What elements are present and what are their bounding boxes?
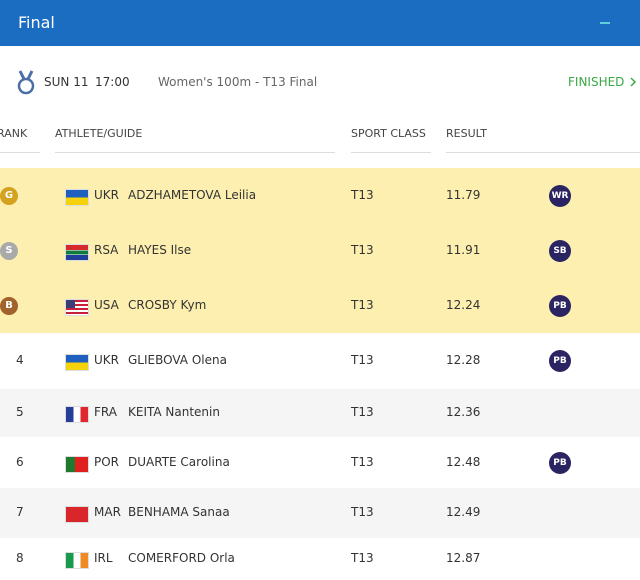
column-header: SPORT CLASS — [351, 127, 426, 140]
medal: G — [0, 186, 18, 205]
result: 12.36 — [446, 405, 481, 419]
rank: 6 — [16, 454, 24, 469]
result: 11.91 — [446, 242, 481, 257]
country: POR — [94, 454, 120, 469]
country: UKR — [94, 353, 119, 367]
country: IRL — [94, 551, 113, 565]
event-date: SUN 11 — [44, 75, 89, 89]
column-header: ATHLETE/GUIDE — [55, 127, 143, 140]
flag — [65, 243, 89, 261]
event-time: 17:00 — [95, 75, 130, 89]
column-underline — [446, 152, 640, 153]
result: 11.79 — [446, 187, 481, 202]
sport-class: T13 — [351, 187, 374, 202]
result: 12.49 — [446, 505, 481, 519]
column-underline — [55, 152, 335, 153]
medal: B — [0, 296, 18, 315]
record-badge: SB — [549, 239, 571, 262]
record-badge: WR — [549, 184, 571, 207]
column-header: RESULT — [446, 127, 487, 140]
sport-class: T13 — [351, 242, 374, 257]
athlete: COMERFORD Orla — [128, 551, 235, 565]
flag — [65, 298, 89, 316]
sport-class: T13 — [351, 551, 374, 565]
chevron[interactable] — [629, 77, 637, 87]
flag — [65, 455, 89, 473]
rank: 5 — [16, 405, 24, 419]
column-underline — [0, 152, 40, 153]
record-badge: PB — [549, 451, 571, 474]
sport-class: T13 — [351, 505, 374, 519]
rank: 7 — [16, 505, 24, 519]
record-badge: PB — [549, 294, 571, 317]
athlete: KEITA Nantenin — [128, 405, 220, 419]
sport-class: T13 — [351, 405, 374, 419]
country: FRA — [94, 405, 117, 419]
result: 12.87 — [446, 551, 481, 565]
event-name: Women's 100m - T13 Final — [158, 75, 318, 89]
country: USA — [94, 297, 119, 312]
column-underline — [351, 152, 431, 153]
result: 12.24 — [446, 297, 481, 312]
country: MAR — [94, 505, 121, 519]
header-title: Final — [18, 13, 55, 32]
athlete: BENHAMA Sanaa — [128, 505, 230, 519]
athlete: GLIEBOVA Olena — [128, 353, 227, 367]
collapse-icon[interactable] — [600, 22, 610, 24]
athlete: DUARTE Carolina — [128, 454, 230, 469]
sport-class: T13 — [351, 297, 374, 312]
athlete: ADZHAMETOVA Leilia — [128, 187, 257, 202]
athlete: HAYES Ilse — [128, 242, 192, 257]
event-status[interactable]: FINISHED — [568, 75, 625, 89]
flag — [65, 188, 89, 206]
table-row — [0, 437, 640, 489]
flag — [65, 406, 89, 423]
flag — [65, 552, 89, 569]
rank: 8 — [16, 551, 24, 565]
sport-class: T13 — [351, 454, 374, 469]
result: 12.28 — [446, 353, 481, 367]
athlete: CROSBY Kym — [128, 297, 207, 312]
medal-icon — [17, 70, 35, 95]
table-row — [0, 538, 640, 580]
rank: 4 — [16, 353, 24, 367]
flag — [65, 506, 89, 523]
sport-class: T13 — [351, 353, 374, 367]
medal: S — [0, 241, 18, 260]
country: UKR — [94, 187, 119, 202]
record-badge: PB — [549, 350, 571, 372]
flag — [65, 354, 89, 371]
header-bar[interactable] — [0, 0, 640, 46]
column-header: RANK — [0, 127, 28, 140]
table-row — [0, 333, 640, 390]
country: RSA — [94, 242, 119, 257]
result: 12.48 — [446, 454, 481, 469]
